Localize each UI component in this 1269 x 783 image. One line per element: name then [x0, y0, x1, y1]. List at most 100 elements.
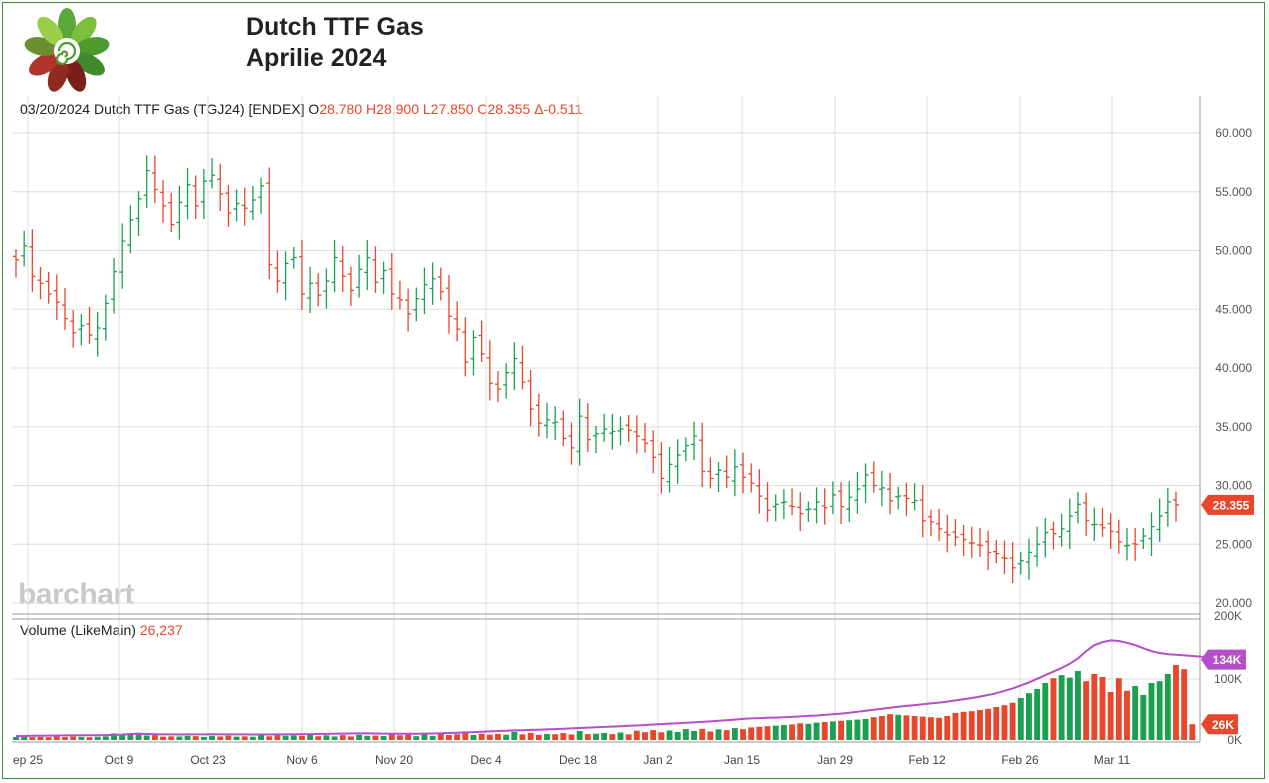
ohlc-bar [682, 437, 689, 462]
ohlc-bar [740, 452, 747, 494]
volume-bar [609, 734, 616, 740]
volume-bar [1148, 683, 1155, 740]
ohlc-bar [976, 527, 983, 557]
volume-bar [952, 713, 959, 740]
volume-bar [102, 736, 109, 740]
volume-bar [315, 736, 322, 740]
ohlc-bar [364, 239, 371, 290]
volume-bar [584, 734, 591, 740]
volume-bar [903, 715, 910, 740]
volume-bar [829, 721, 836, 740]
ohlc-bar [560, 410, 567, 447]
volume-bar [911, 716, 918, 740]
volume-bar [519, 734, 526, 740]
ohlc-bar [1074, 491, 1081, 524]
volume-bar [339, 735, 346, 740]
volume-bar [936, 717, 943, 740]
price-tick-label: 50.000 [1215, 244, 1252, 258]
ohlc-bar [1034, 526, 1041, 567]
volume-summary: Volume (LikeMain) 26,237 [20, 622, 183, 638]
volume-bar [323, 735, 330, 740]
volume-bar [544, 734, 550, 740]
x-tick-label: Jan 15 [724, 753, 760, 767]
volume-bar [968, 711, 975, 740]
ohlc-bar [372, 246, 379, 293]
volume-bar [535, 734, 542, 740]
ohlc-bar [584, 403, 591, 452]
ohlc-bar [1017, 552, 1024, 575]
ohlc-bar [111, 257, 118, 314]
volume-bar [1042, 683, 1049, 740]
average-volume-tag: 134K [1201, 649, 1246, 670]
open-value: 28.780 [319, 101, 363, 117]
ohlc-bar [274, 250, 281, 293]
ohlc-bar [756, 469, 763, 514]
x-tick-label: Nov 20 [375, 753, 413, 767]
volume-bar [772, 725, 779, 740]
volume-bar [715, 729, 722, 740]
ohlc-bar [1058, 513, 1065, 547]
ohlc-bar [102, 294, 109, 341]
ohlc-bar [258, 177, 265, 214]
ohlc-bar [380, 261, 387, 294]
x-tick-label: Dec 18 [559, 753, 597, 767]
volume-series [13, 665, 1196, 740]
volume-bar [274, 735, 281, 740]
volume-bar [1050, 678, 1057, 740]
ohlc-bar [437, 267, 444, 301]
low-value: 27.850 [430, 101, 474, 117]
volume-bar [633, 730, 640, 740]
volume-bar [478, 733, 485, 740]
volume-bar [764, 726, 771, 740]
volume-bar [740, 729, 746, 740]
volume-bar [1001, 705, 1008, 740]
ohlc-bar [707, 457, 714, 489]
volume-bar [650, 730, 657, 740]
volume-bar [797, 723, 804, 740]
change-label: Δ [534, 101, 544, 117]
ohlc-bar [601, 413, 608, 442]
ohlc-bar [1001, 540, 1008, 575]
volume-bar [495, 733, 501, 740]
ohlc-bar [968, 526, 975, 558]
change-value: -0.511 [543, 101, 583, 117]
volume-bar [878, 716, 885, 740]
volume-bar [413, 736, 420, 740]
volume-tick-label: 100K [1214, 672, 1242, 686]
price-tick-label: 45.000 [1215, 302, 1252, 316]
volume-value: 26,237 [139, 622, 183, 638]
volume-bar [887, 714, 894, 740]
volume-bar [37, 736, 44, 740]
volume-bar [1189, 724, 1196, 740]
ohlc-bar [331, 240, 338, 293]
ohlc-bar [919, 485, 926, 538]
volume-bar [388, 734, 395, 740]
ohlc-bar [715, 461, 722, 492]
volume-bar [184, 735, 191, 740]
volume-bar [854, 719, 861, 740]
ohlc-bar [748, 463, 755, 493]
flower-logo-icon [24, 8, 110, 92]
ohlc-bar [413, 287, 420, 322]
ohlc-bar [209, 157, 216, 189]
x-tick-label: Oct 9 [105, 753, 134, 767]
ohlc-bar [666, 446, 673, 493]
volume-bar [682, 729, 689, 740]
ohlc-bar [233, 189, 240, 222]
ohlc-bar [37, 266, 44, 300]
volume-bar [748, 727, 755, 740]
volume-bar [241, 736, 248, 740]
ohlc-bar [1083, 492, 1090, 536]
volume-bar [1140, 695, 1147, 740]
ohlc-bar [462, 317, 469, 377]
ohlc-bar [838, 482, 845, 524]
volume-bar [723, 730, 730, 740]
price-tick-label: 40.000 [1215, 361, 1252, 375]
ohlc-bar [478, 320, 485, 362]
volume-bar [1107, 692, 1114, 740]
ohlc-bar [470, 330, 477, 376]
volume-bar [944, 716, 951, 740]
barchart-watermark: barchart [18, 578, 135, 611]
ohlc-bar [225, 185, 232, 227]
price-tick-label: 25.000 [1215, 537, 1252, 551]
